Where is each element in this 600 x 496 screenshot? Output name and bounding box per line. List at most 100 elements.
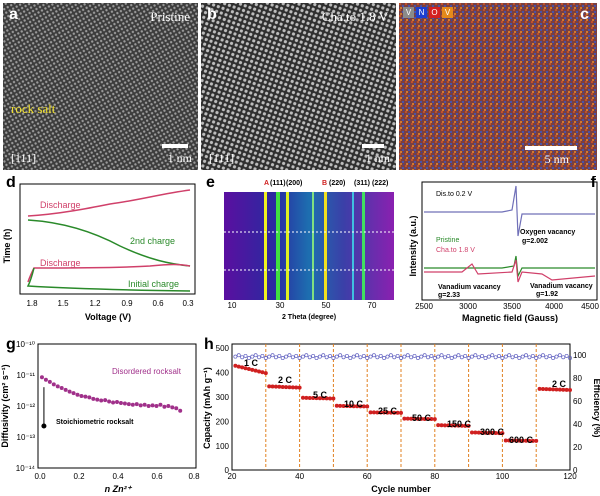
capacity-point [368,410,373,415]
initial-charge-curve [26,267,191,292]
diffusivity-point [154,404,159,408]
efficiency-point [351,354,356,359]
charge-curve-2 [27,219,191,267]
annot-g-2002: g=2.002 [522,238,548,245]
capacity-point [517,438,522,443]
efficiency-point [270,353,275,358]
panel-f-epr: Intensity (a.u.) Dis.to 0.2 V Pristine C… [402,176,600,326]
efficiency-point [476,355,481,360]
rate-label: 1 C [244,358,259,368]
ytick-500: 500 [216,344,230,353]
capacity-point [358,404,363,409]
capacity-point [365,404,370,409]
ytick-4: 10⁻¹³ [17,433,36,442]
diffusivity-point [166,404,171,408]
capacity-point [294,385,299,390]
efficiency-point [537,354,542,359]
ytick-0: 0 [225,466,230,475]
efficiency-point [382,356,387,360]
efficiency-point [341,355,346,360]
peak-stripe [264,192,267,300]
peak-stripe [324,192,327,300]
capacity-point [371,410,376,415]
panel-g-chart: Diffusivity (cm² s⁻¹) 10⁻¹⁰ 10⁻¹¹ 10⁻¹² … [0,340,200,494]
capacity-point [500,431,505,436]
efficiency-point [280,356,285,360]
efficiency-point [372,353,376,358]
annot-discharge-1: Discharge [40,200,81,210]
capacity-point [547,387,552,392]
efficiency-point [273,355,278,360]
panel-e-label: e [206,176,215,191]
xtick-60: 60 [363,472,372,481]
efficiency-point [415,356,420,360]
efficiency-point [399,356,403,360]
capacity-point [402,416,407,421]
capacity-point [304,395,309,400]
panel-f-label: f [590,176,596,191]
efficiency-point [463,353,468,358]
capacity-point [446,423,451,428]
peak-b-label: B [322,180,327,187]
capacity-point [483,430,488,435]
efficiency-points [233,353,572,360]
efficiency-point [338,353,343,358]
legend-v-gray: V [403,7,414,18]
diffusivity-point [67,389,72,394]
ytick-2: 10⁻¹¹ [17,371,36,380]
xtick-5: 0.8 [188,472,200,481]
efficiency-point [328,353,332,358]
scale-bar [162,144,188,148]
efficiency-point [409,355,414,360]
scale-bar-label: 5 nm [544,152,569,166]
capacity-point [311,396,316,401]
efficiency-point [253,353,258,358]
peak-222-label: (222) [372,180,388,187]
rate-dividers [265,344,537,470]
scatter-points [39,375,183,429]
efficiency-point [355,353,360,358]
capacity-point [321,396,326,401]
efficiency-point [429,353,434,358]
capacity-point [557,387,562,392]
capacity-point [344,404,349,409]
efficiency-point [243,353,248,358]
efficiency-point [348,356,353,360]
efficiency-point [530,353,535,358]
capacity-point [507,438,512,443]
xtick-1: 1.8 [26,299,38,308]
ytick-1: 10⁻¹⁰ [16,340,35,349]
legend-pristine: Pristine [436,237,459,244]
capacity-point [480,430,485,435]
efficiency-point [557,353,562,358]
efficiency-point [473,353,478,358]
efficiency-point [240,355,245,360]
x-ticks: 20 40 60 80 100 120 [228,472,578,481]
capacity-point [388,410,393,415]
capacity-point [290,385,295,390]
capacity-point [361,404,366,409]
diffusivity-point [103,398,108,403]
capacity-point [378,410,383,415]
efficiency-point [564,353,569,358]
x-axis-title: Magnetic field (Gauss) [462,313,558,323]
efficiency-point [551,356,556,360]
legend-dis: Dis.to 0.2 V [436,191,473,198]
diffusivity-point [39,375,44,380]
capacity-point [429,417,434,422]
y-axis-title: Capacity (mAh g⁻¹) [202,367,212,449]
efficiency-point [554,354,559,359]
xtick-2: 0.2 [73,472,85,481]
efficiency-point [385,354,390,359]
x-ticks: 1.8 1.5 1.2 0.9 0.6 0.3 [26,299,194,308]
capacity-point [493,431,498,436]
trace-pristine [424,255,595,279]
capacity-point [551,387,556,392]
efficiency-point [456,353,461,358]
capacity-points [233,363,572,443]
panel-b-tem-image: b Cha.to 1.8 V [111] 1 nm [201,3,396,170]
efficiency-point [493,355,498,360]
capacity-point [463,423,468,428]
efficiency-point [568,356,572,360]
capacity-point [476,430,481,435]
